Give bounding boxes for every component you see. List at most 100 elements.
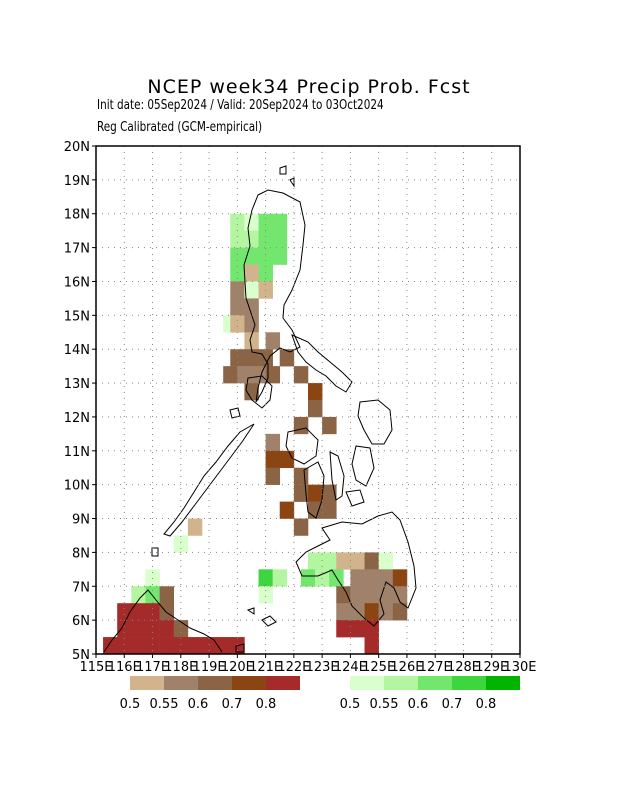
cuyo-islands: [151, 547, 159, 557]
prob-cell-d3: [265, 467, 281, 485]
lat-tick-label: 18N: [64, 208, 90, 223]
prob-cell-d3: [293, 467, 309, 485]
prob-cell-d3: [258, 349, 273, 367]
prob-cell-d5: [145, 637, 160, 655]
prob-cell-w2: [308, 552, 323, 570]
dry-probability-legend: 0.5 0.55 0.6 0.7 0.8: [120, 676, 300, 712]
lat-tick-label: 16N: [64, 275, 90, 290]
prob-cell-w2: [315, 569, 330, 587]
prob-cell-w2: [322, 552, 337, 570]
prob-cell-d4: [279, 501, 295, 519]
prob-cell-d3: [364, 552, 379, 570]
prob-cell-d5: [145, 603, 160, 621]
lat-tick-label: 6N: [72, 614, 90, 629]
prob-cell-d3: [293, 518, 309, 536]
legend-swatch: [486, 676, 520, 690]
panay-coast: [285, 427, 319, 465]
lat-tick-label: 14N: [64, 343, 90, 358]
prob-cell-d5: [145, 620, 160, 638]
prob-cell-d3: [173, 620, 189, 638]
prob-cell-d5: [117, 620, 132, 638]
sulu-islands: [235, 607, 277, 653]
lat-tick-label: 8N: [72, 546, 90, 561]
luzon-coast: [243, 189, 306, 403]
bicol-coast: [291, 334, 353, 393]
prob-cell-d3: [322, 484, 337, 502]
prob-cell-d3: [230, 349, 245, 367]
prob-cell-d2: [230, 298, 245, 316]
prob-cell-w1: [173, 535, 189, 553]
prob-cell-w3: [300, 569, 316, 587]
prob-cell-w2: [131, 586, 146, 604]
prob-cell-d1: [187, 518, 203, 536]
legend-swatch: [452, 676, 486, 690]
prob-cell-w3: [258, 213, 273, 231]
prob-cell-d3: [223, 366, 238, 384]
prob-cell-d4: [392, 569, 408, 587]
lon-tick-label: 130E: [503, 660, 536, 675]
leyte-coast: [351, 445, 375, 487]
lon-tick-label: 117E: [136, 660, 169, 675]
prob-cell-w2: [230, 230, 245, 248]
prob-cell-d2: [392, 586, 408, 604]
lon-tick-label: 121E: [249, 660, 282, 675]
prob-cell-d4: [308, 383, 323, 401]
samar-coast: [357, 399, 393, 445]
prob-cell-d2: [350, 569, 365, 587]
prob-cell-d2: [378, 569, 394, 587]
lon-tick-label: 129E: [475, 660, 508, 675]
legend-swatch: [232, 676, 266, 690]
prob-cell-d3: [322, 501, 337, 519]
prob-cell-w1: [145, 569, 160, 587]
prob-cell-d5: [216, 637, 231, 655]
latitude-labels: 5N 6N 7N 8N 9N 10N 11N 12N 13N 14N 15N 16N 17N 18N 19N…: [64, 140, 90, 663]
legend-swatch: [130, 676, 164, 690]
prob-cell-d3: [279, 349, 295, 367]
prob-cell-d4: [279, 450, 295, 469]
method-subtitle: Reg Calibrated (GCM-empirical): [97, 119, 263, 135]
lon-tick-label: 116E: [108, 660, 141, 675]
lat-lon-grid: [96, 146, 520, 654]
lat-tick-label: 17N: [64, 242, 90, 257]
prob-cell-d2: [237, 366, 252, 384]
prob-cell-d3: [293, 416, 309, 435]
prob-cell-d3: [293, 366, 309, 384]
prob-cell-w1: [244, 213, 259, 231]
lon-tick-label: 126E: [390, 660, 423, 675]
legend-label: 0.6: [408, 697, 429, 712]
prob-cell-d5: [117, 603, 132, 621]
lat-tick-label: 11N: [64, 445, 90, 460]
prob-cell-d1: [244, 264, 259, 282]
legend-swatch: [164, 676, 198, 690]
negros-coast: [303, 461, 325, 519]
coastline: [103, 165, 417, 653]
prob-cell-d5: [187, 637, 203, 655]
lon-tick-label: 128E: [447, 660, 480, 675]
prob-cell-d3: [159, 603, 175, 621]
probability-cells: [103, 213, 408, 655]
prob-cell-d2: [364, 569, 379, 587]
bohol-coast: [345, 489, 365, 507]
prob-cell-w2: [230, 213, 245, 231]
prob-cell-w1: [258, 586, 273, 604]
legend-label: 0.5: [120, 697, 141, 712]
prob-cell-d5: [159, 620, 175, 638]
prob-cell-d3: [244, 349, 259, 367]
prob-cell-d4: [308, 484, 323, 502]
prob-cell-d1: [336, 552, 351, 570]
prob-cell-w3: [272, 247, 288, 265]
lat-tick-label: 5N: [72, 648, 90, 663]
lat-tick-label: 20N: [64, 140, 90, 155]
lon-tick-label: 118E: [164, 660, 197, 675]
prob-cell-d3: [244, 383, 259, 401]
lon-tick-label: 124E: [334, 660, 367, 675]
prob-cell-d5: [131, 637, 146, 655]
prob-cell-d2: [378, 586, 394, 604]
legend-label: 0.7: [222, 697, 243, 712]
prob-cell-d2: [350, 586, 365, 604]
prob-cell-d1: [230, 315, 245, 333]
prob-cell-d4: [265, 450, 281, 469]
prob-cell-d3: [322, 416, 337, 435]
prob-cell-d5: [364, 637, 379, 655]
prob-cell-d5: [336, 620, 351, 638]
